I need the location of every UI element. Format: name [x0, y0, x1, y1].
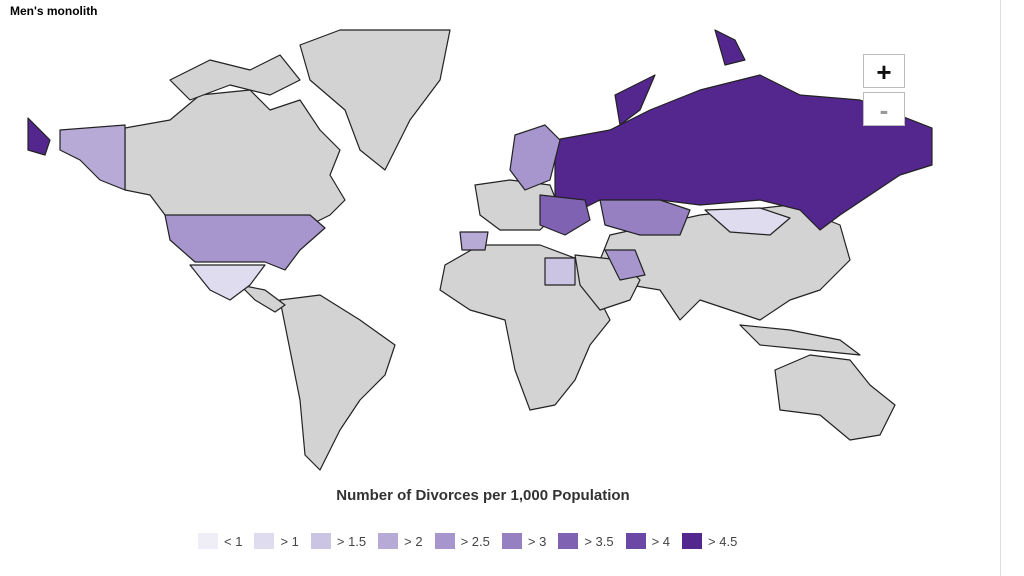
legend-item: < 1 — [198, 533, 242, 549]
legend-item: > 1.5 — [310, 533, 367, 549]
legend-item: > 1 — [254, 533, 299, 549]
legend-swatch — [434, 533, 455, 549]
legend-label: > 1 — [280, 533, 299, 549]
egypt — [544, 257, 576, 286]
world-map — [27, 29, 933, 471]
legend-item: > 4.5 — [682, 533, 737, 549]
novaya-zemlya — [714, 29, 746, 66]
legend-swatch — [558, 533, 579, 549]
legend-swatch — [198, 533, 218, 549]
legend-item: > 2 — [378, 533, 423, 549]
legend-label: < 1 — [224, 533, 243, 549]
mongolia — [704, 207, 791, 236]
nordic — [509, 124, 561, 191]
legend-label: > 4 — [651, 533, 671, 549]
legend-item: > 3.5 — [558, 533, 614, 549]
legend-swatch — [682, 533, 703, 549]
legend-item: > 2.5 — [434, 533, 490, 549]
canada — [124, 89, 346, 226]
zoom-in[interactable]: + — [863, 54, 905, 88]
legend-label: > 4.5 — [708, 533, 738, 549]
iberia — [459, 231, 489, 251]
legend-swatch — [378, 533, 399, 549]
legend-swatch — [254, 533, 275, 549]
legend-item: > 3 — [501, 533, 547, 549]
arctic-islands — [169, 54, 301, 101]
divider — [1000, 0, 1001, 576]
legend-title: Number of Divorces per 1,000 Population — [336, 487, 630, 504]
central-america — [239, 284, 286, 313]
legend-label: > 1.5 — [336, 533, 367, 549]
chukotka — [27, 117, 51, 156]
indonesia — [739, 324, 861, 356]
legend-swatch — [310, 533, 331, 549]
legend: < 1 > 1 > 1.5 > 2 > 2.5 > 3 > 3.5 > 4 > 4.5 — [198, 533, 737, 549]
kazakhstan — [599, 199, 691, 236]
alaska — [59, 124, 126, 191]
australia — [774, 354, 896, 441]
legend-item: > 4 — [625, 533, 671, 549]
east-europe — [539, 194, 591, 236]
legend-label: > 3.5 — [584, 533, 614, 549]
greenland — [299, 29, 451, 171]
title: Men's monolith — [10, 4, 98, 18]
far-east-island — [614, 74, 656, 126]
legend-swatch — [501, 533, 522, 549]
legend-label: > 2 — [404, 533, 423, 549]
africa — [439, 244, 611, 411]
legend-label: > 3 — [527, 533, 547, 549]
zoom-out[interactable]: - — [863, 92, 905, 126]
usa — [164, 214, 326, 271]
mexico — [189, 264, 266, 301]
iran — [604, 249, 646, 281]
south-america — [279, 294, 396, 471]
legend-label: > 2.5 — [460, 533, 490, 549]
legend-swatch — [625, 533, 646, 549]
